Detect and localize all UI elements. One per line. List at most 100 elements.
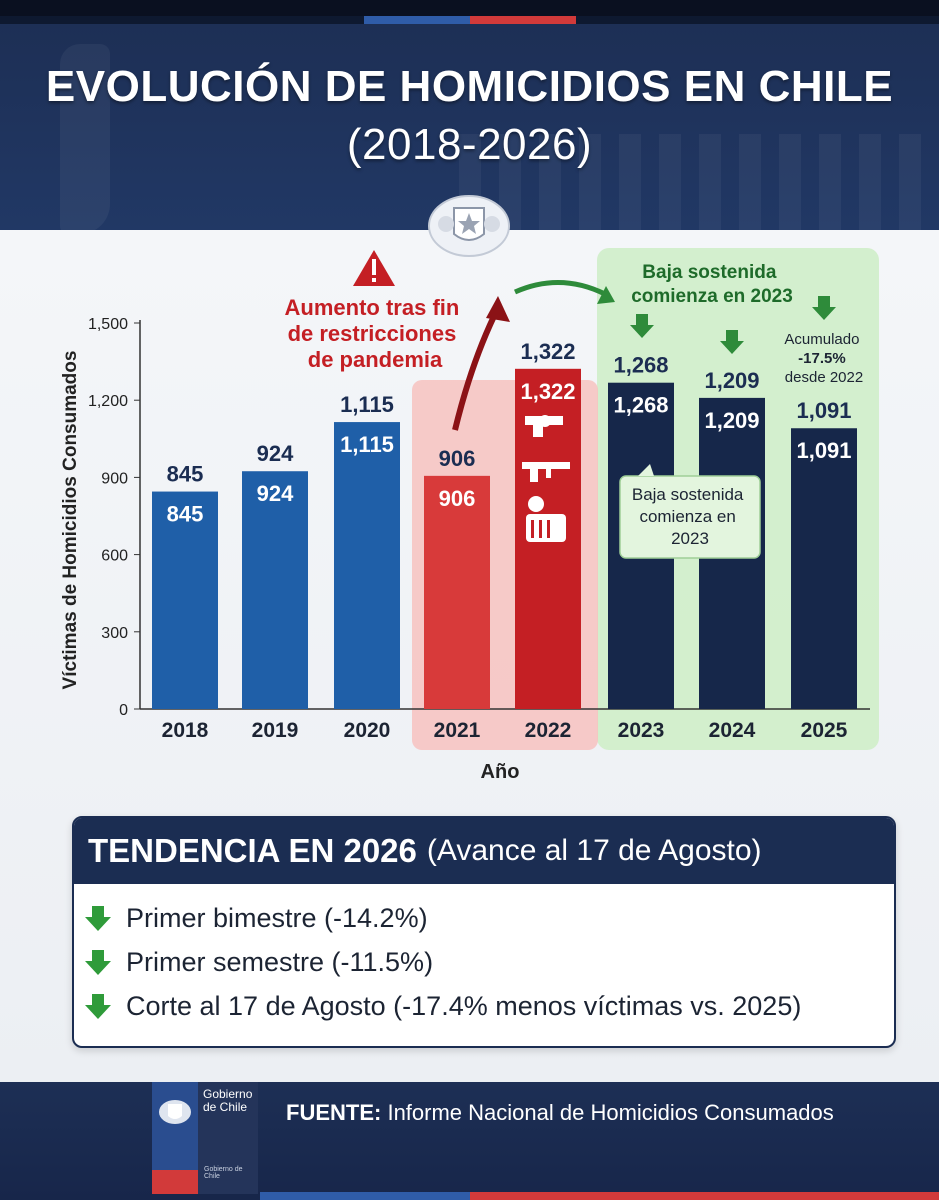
increase-arrow-icon: [452, 306, 501, 431]
decline-callout: Baja sostenida comienza en 2023: [619, 464, 761, 559]
value-label-inside: 1,091: [796, 438, 851, 463]
top-stripe-blue: [364, 16, 470, 24]
pandemic-annotation-line2: de restricciones: [288, 321, 457, 346]
value-label-inside: 1,322: [520, 379, 575, 404]
value-label-inside: 1,268: [613, 393, 668, 418]
trend-title: TENDENCIA EN 2026: [88, 832, 417, 869]
value-label-above: 1,091: [796, 398, 851, 423]
decline-title-line2: comienza en 2023: [631, 286, 793, 307]
value-label-above: 845: [167, 462, 204, 487]
value-label-inside: 1,115: [340, 432, 394, 457]
decline-callout-line3: 2023: [671, 529, 709, 548]
top-bar: [0, 0, 939, 16]
x-tick-label: 2023: [618, 719, 665, 742]
footer: Gobierno de Chile Gobierno de Chile FUEN…: [0, 1082, 939, 1200]
down-arrow-icon: [85, 994, 111, 1019]
chile-map-silhouette: [60, 44, 110, 234]
down-arrow-icon: [85, 950, 111, 975]
coat-of-arms-small-icon: [159, 1100, 191, 1124]
increase-arrowhead: [486, 296, 510, 322]
accumulated-line2: -17.5%: [798, 350, 846, 367]
coat-of-arms-icon: [420, 188, 518, 260]
down-arrow-icon-2025: [812, 296, 836, 320]
trend-item-text: Corte al 17 de Agosto (-17.4% menos víct…: [126, 990, 802, 1021]
palace-background: [459, 134, 939, 230]
accumulated-line1: Acumulado: [784, 331, 859, 348]
decline-curve-arrowhead: [597, 286, 615, 304]
warning-icon: [353, 250, 395, 286]
trend-panel: TENDENCIA EN 2026 (Avance al 17 de Agost…: [72, 816, 896, 1048]
value-label-inside: 845: [167, 502, 204, 527]
y-axis: 0 300 600 900 1,200 1,500: [88, 316, 140, 719]
revolver-icon: [525, 415, 563, 437]
gobierno-logo-blue-block: [152, 1082, 198, 1170]
value-label-inside: 1,209: [704, 408, 759, 433]
down-arrow-icon-2024: [720, 330, 744, 354]
logo-line2: de Chile: [203, 1100, 248, 1114]
down-arrow-icon: [85, 906, 111, 931]
bar-2018: [152, 491, 218, 709]
pandemic-annotation: Aumento tras fin de restricciones de pan…: [285, 295, 466, 372]
y-tick-label: 300: [101, 625, 128, 642]
y-axis-title: Víctimas de Homicidios Consumados: [60, 351, 81, 690]
x-tick-label: 2022: [525, 719, 572, 742]
x-axis-title: Año: [481, 761, 520, 783]
trend-item: Primer semestre (-11.5%): [84, 940, 894, 984]
bottom-stripe-red: [470, 1192, 939, 1200]
x-tick-label: 2025: [801, 719, 848, 742]
decline-title: Baja sostenida comienza en 2023: [631, 262, 793, 307]
x-tick-label: 2024: [709, 719, 756, 742]
svg-text:Baja sostenida comienza: Baja sostenida comienza en 2023: [632, 485, 748, 548]
trend-item: Corte al 17 de Agosto (-17.4% menos víct…: [84, 984, 894, 1028]
value-label-above: 1,115: [340, 392, 394, 417]
value-label-above: 1,322: [520, 339, 575, 364]
bar-chart: 0 300 600 900 1,200 1,500 845 845 924 924 1,115 1,…: [60, 248, 879, 783]
trend-header: TENDENCIA EN 2026 (Avance al 17 de Agost…: [74, 818, 894, 884]
bar-2020: [334, 422, 400, 709]
rifle-icon: [522, 462, 570, 482]
gobierno-logo-text: Gobierno de Chile Gobierno de Chile: [198, 1082, 258, 1194]
trend-list: Primer bimestre (-14.2%) Primer semestre…: [74, 884, 894, 1028]
gobierno-logo-red-block: [152, 1170, 198, 1194]
logo-sub: Gobierno de Chile: [204, 1166, 243, 1180]
value-label-above: 1,268: [613, 353, 668, 378]
source-line: FUENTE: Informe Nacional de Homicidios C…: [286, 1100, 834, 1126]
bar-2021: [424, 475, 490, 709]
bar-2019: [242, 471, 308, 709]
source-text: Informe Nacional de Homicidios Consumado…: [387, 1100, 834, 1125]
x-tick-label: 2018: [162, 719, 209, 742]
bottom-stripe-blue: [260, 1192, 470, 1200]
y-tick-label: 600: [101, 548, 128, 565]
logo-line1: Gobierno: [203, 1087, 253, 1101]
x-tick-label: 2019: [252, 719, 299, 742]
source-label: FUENTE:: [286, 1100, 382, 1125]
x-tick-label: 2021: [434, 719, 481, 742]
bar-2025: [791, 428, 857, 709]
trend-item-text: Primer semestre (-11.5%): [126, 946, 434, 977]
pandemic-annotation-line1: Aumento tras fin: [285, 295, 460, 320]
accumulated-annotation: Acumulado -17.5% desde 2022: [784, 331, 863, 386]
y-tick-label: 1,200: [88, 393, 128, 410]
pandemic-annotation-line3: de pandemia: [308, 347, 443, 372]
value-label-above: 906: [439, 446, 476, 471]
y-tick-label: 0: [119, 702, 128, 719]
value-label-inside: 906: [439, 486, 476, 511]
accumulated-line3: desde 2022: [785, 369, 863, 386]
value-label-above: 924: [257, 441, 294, 466]
down-arrow-icon-2023: [630, 314, 654, 338]
decline-title-line1: Baja sostenida: [642, 262, 777, 283]
trend-item-text: Primer bimestre (-14.2%): [126, 902, 428, 933]
page-title: EVOLUCIÓN DE HOMICIDIOS EN CHILE: [45, 62, 894, 111]
x-tick-label: 2020: [344, 719, 391, 742]
y-tick-label: 900: [101, 470, 128, 487]
decline-curve-arrow-icon: [513, 280, 607, 297]
trend-item: Primer bimestre (-14.2%): [84, 896, 894, 940]
page-subtitle: (2018-2026): [346, 120, 593, 169]
value-label-above: 1,209: [704, 368, 759, 393]
decline-callout-line2: comienza en: [639, 507, 735, 526]
top-stripe-red: [470, 16, 576, 24]
y-tick-label: 1,500: [88, 316, 128, 333]
crime-scene-icon: [526, 496, 566, 542]
trend-subtitle: (Avance al 17 de Agosto): [426, 834, 762, 867]
decline-callout-line1: Baja sostenida: [632, 485, 744, 504]
